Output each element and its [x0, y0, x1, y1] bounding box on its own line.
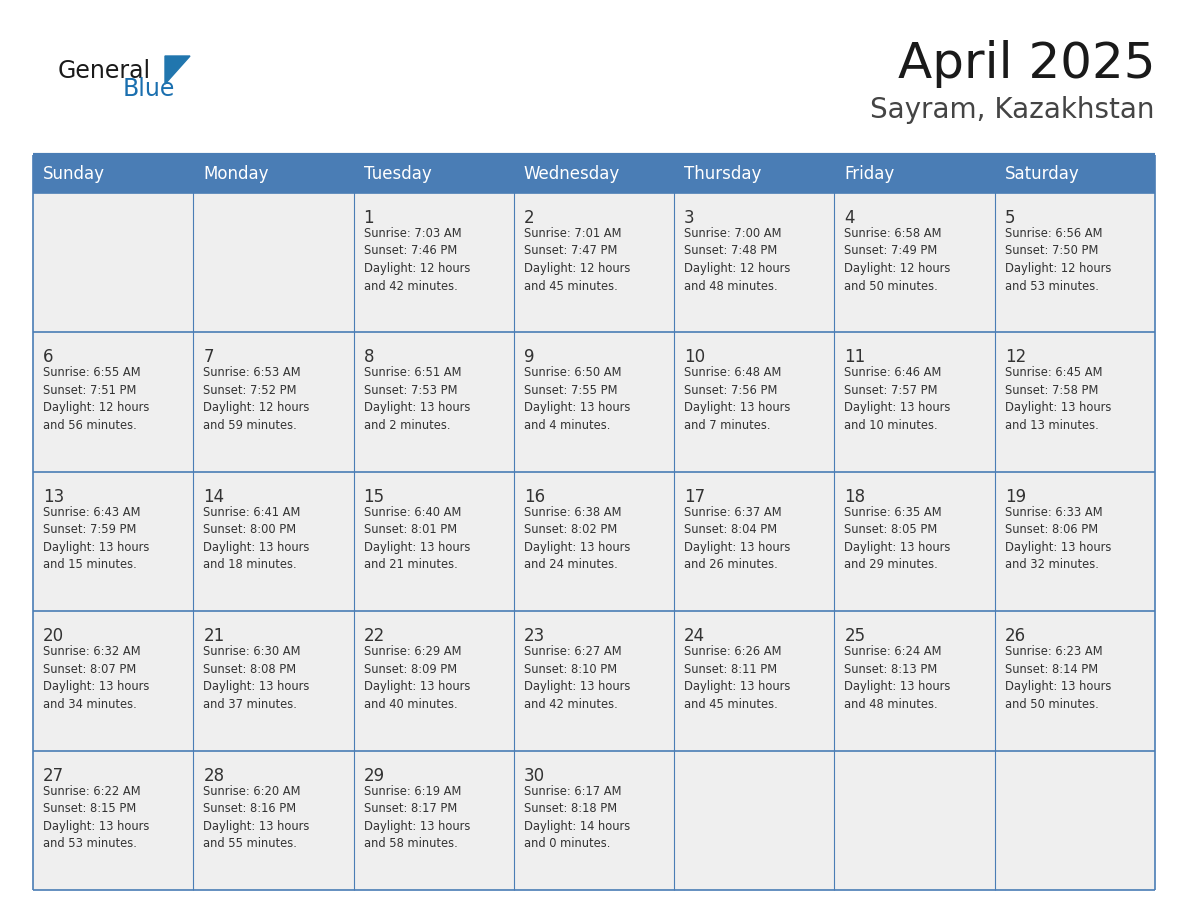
Text: Sunrise: 6:24 AM
Sunset: 8:13 PM
Daylight: 13 hours
and 48 minutes.: Sunrise: 6:24 AM Sunset: 8:13 PM Dayligh…	[845, 645, 950, 711]
Text: Sunrise: 7:03 AM
Sunset: 7:46 PM
Daylight: 12 hours
and 42 minutes.: Sunrise: 7:03 AM Sunset: 7:46 PM Dayligh…	[364, 227, 470, 293]
Text: Sunrise: 6:38 AM
Sunset: 8:02 PM
Daylight: 13 hours
and 24 minutes.: Sunrise: 6:38 AM Sunset: 8:02 PM Dayligh…	[524, 506, 630, 571]
Text: 5: 5	[1005, 209, 1016, 227]
Text: 4: 4	[845, 209, 855, 227]
Text: 26: 26	[1005, 627, 1026, 645]
Text: Monday: Monday	[203, 165, 268, 183]
Text: 15: 15	[364, 487, 385, 506]
Text: General: General	[58, 59, 151, 83]
Text: Sunrise: 6:37 AM
Sunset: 8:04 PM
Daylight: 13 hours
and 26 minutes.: Sunrise: 6:37 AM Sunset: 8:04 PM Dayligh…	[684, 506, 790, 571]
Text: Sunrise: 6:35 AM
Sunset: 8:05 PM
Daylight: 13 hours
and 29 minutes.: Sunrise: 6:35 AM Sunset: 8:05 PM Dayligh…	[845, 506, 950, 571]
Text: 20: 20	[43, 627, 64, 645]
Text: Sunrise: 6:53 AM
Sunset: 7:52 PM
Daylight: 12 hours
and 59 minutes.: Sunrise: 6:53 AM Sunset: 7:52 PM Dayligh…	[203, 366, 310, 431]
Text: Blue: Blue	[124, 77, 176, 101]
Text: 14: 14	[203, 487, 225, 506]
Text: Sunrise: 6:20 AM
Sunset: 8:16 PM
Daylight: 13 hours
and 55 minutes.: Sunrise: 6:20 AM Sunset: 8:16 PM Dayligh…	[203, 785, 310, 850]
Text: 22: 22	[364, 627, 385, 645]
Text: Sunrise: 6:43 AM
Sunset: 7:59 PM
Daylight: 13 hours
and 15 minutes.: Sunrise: 6:43 AM Sunset: 7:59 PM Dayligh…	[43, 506, 150, 571]
Bar	[33, 155, 1155, 193]
Text: Saturday: Saturday	[1005, 165, 1080, 183]
Text: 23: 23	[524, 627, 545, 645]
Text: Sunrise: 6:29 AM
Sunset: 8:09 PM
Daylight: 13 hours
and 40 minutes.: Sunrise: 6:29 AM Sunset: 8:09 PM Dayligh…	[364, 645, 470, 711]
Text: 29: 29	[364, 767, 385, 785]
Text: Sunrise: 6:46 AM
Sunset: 7:57 PM
Daylight: 13 hours
and 10 minutes.: Sunrise: 6:46 AM Sunset: 7:57 PM Dayligh…	[845, 366, 950, 431]
Text: Sunrise: 6:23 AM
Sunset: 8:14 PM
Daylight: 13 hours
and 50 minutes.: Sunrise: 6:23 AM Sunset: 8:14 PM Dayligh…	[1005, 645, 1111, 711]
Text: Sunrise: 7:00 AM
Sunset: 7:48 PM
Daylight: 12 hours
and 48 minutes.: Sunrise: 7:00 AM Sunset: 7:48 PM Dayligh…	[684, 227, 790, 293]
Text: Sunday: Sunday	[43, 165, 105, 183]
Text: Sunrise: 6:56 AM
Sunset: 7:50 PM
Daylight: 12 hours
and 53 minutes.: Sunrise: 6:56 AM Sunset: 7:50 PM Dayligh…	[1005, 227, 1111, 293]
Text: Sunrise: 6:27 AM
Sunset: 8:10 PM
Daylight: 13 hours
and 42 minutes.: Sunrise: 6:27 AM Sunset: 8:10 PM Dayligh…	[524, 645, 630, 711]
Bar	[33, 472, 1155, 611]
Text: 6: 6	[43, 349, 53, 366]
Text: 28: 28	[203, 767, 225, 785]
Text: 21: 21	[203, 627, 225, 645]
Text: 17: 17	[684, 487, 706, 506]
Text: 7: 7	[203, 349, 214, 366]
Text: 2: 2	[524, 209, 535, 227]
Text: Sunrise: 6:26 AM
Sunset: 8:11 PM
Daylight: 13 hours
and 45 minutes.: Sunrise: 6:26 AM Sunset: 8:11 PM Dayligh…	[684, 645, 790, 711]
Text: 16: 16	[524, 487, 545, 506]
Text: 11: 11	[845, 349, 866, 366]
Text: Sunrise: 6:33 AM
Sunset: 8:06 PM
Daylight: 13 hours
and 32 minutes.: Sunrise: 6:33 AM Sunset: 8:06 PM Dayligh…	[1005, 506, 1111, 571]
Text: 27: 27	[43, 767, 64, 785]
Text: Sunrise: 6:48 AM
Sunset: 7:56 PM
Daylight: 13 hours
and 7 minutes.: Sunrise: 6:48 AM Sunset: 7:56 PM Dayligh…	[684, 366, 790, 431]
Text: Sunrise: 6:51 AM
Sunset: 7:53 PM
Daylight: 13 hours
and 2 minutes.: Sunrise: 6:51 AM Sunset: 7:53 PM Dayligh…	[364, 366, 470, 431]
Text: 13: 13	[43, 487, 64, 506]
Polygon shape	[165, 56, 190, 84]
Text: 12: 12	[1005, 349, 1026, 366]
Text: Sunrise: 6:41 AM
Sunset: 8:00 PM
Daylight: 13 hours
and 18 minutes.: Sunrise: 6:41 AM Sunset: 8:00 PM Dayligh…	[203, 506, 310, 571]
Text: 19: 19	[1005, 487, 1026, 506]
Text: Thursday: Thursday	[684, 165, 762, 183]
Text: 24: 24	[684, 627, 706, 645]
Text: 30: 30	[524, 767, 545, 785]
Text: Sunrise: 6:19 AM
Sunset: 8:17 PM
Daylight: 13 hours
and 58 minutes.: Sunrise: 6:19 AM Sunset: 8:17 PM Dayligh…	[364, 785, 470, 850]
Bar	[33, 611, 1155, 751]
Text: 18: 18	[845, 487, 866, 506]
Text: April 2025: April 2025	[897, 40, 1155, 88]
Text: Sunrise: 6:50 AM
Sunset: 7:55 PM
Daylight: 13 hours
and 4 minutes.: Sunrise: 6:50 AM Sunset: 7:55 PM Dayligh…	[524, 366, 630, 431]
Text: 10: 10	[684, 349, 706, 366]
Text: Sunrise: 6:22 AM
Sunset: 8:15 PM
Daylight: 13 hours
and 53 minutes.: Sunrise: 6:22 AM Sunset: 8:15 PM Dayligh…	[43, 785, 150, 850]
Text: Sunrise: 6:58 AM
Sunset: 7:49 PM
Daylight: 12 hours
and 50 minutes.: Sunrise: 6:58 AM Sunset: 7:49 PM Dayligh…	[845, 227, 950, 293]
Text: Sunrise: 7:01 AM
Sunset: 7:47 PM
Daylight: 12 hours
and 45 minutes.: Sunrise: 7:01 AM Sunset: 7:47 PM Dayligh…	[524, 227, 630, 293]
Text: Sunrise: 6:32 AM
Sunset: 8:07 PM
Daylight: 13 hours
and 34 minutes.: Sunrise: 6:32 AM Sunset: 8:07 PM Dayligh…	[43, 645, 150, 711]
Text: 1: 1	[364, 209, 374, 227]
Text: 25: 25	[845, 627, 866, 645]
Bar	[33, 332, 1155, 472]
Text: Sayram, Kazakhstan: Sayram, Kazakhstan	[871, 96, 1155, 124]
Text: Sunrise: 6:17 AM
Sunset: 8:18 PM
Daylight: 14 hours
and 0 minutes.: Sunrise: 6:17 AM Sunset: 8:18 PM Dayligh…	[524, 785, 630, 850]
Text: 9: 9	[524, 349, 535, 366]
Text: Sunrise: 6:45 AM
Sunset: 7:58 PM
Daylight: 13 hours
and 13 minutes.: Sunrise: 6:45 AM Sunset: 7:58 PM Dayligh…	[1005, 366, 1111, 431]
Text: Tuesday: Tuesday	[364, 165, 431, 183]
Text: Sunrise: 6:30 AM
Sunset: 8:08 PM
Daylight: 13 hours
and 37 minutes.: Sunrise: 6:30 AM Sunset: 8:08 PM Dayligh…	[203, 645, 310, 711]
Text: Sunrise: 6:55 AM
Sunset: 7:51 PM
Daylight: 12 hours
and 56 minutes.: Sunrise: 6:55 AM Sunset: 7:51 PM Dayligh…	[43, 366, 150, 431]
Bar	[33, 193, 1155, 332]
Text: Wednesday: Wednesday	[524, 165, 620, 183]
Bar	[33, 751, 1155, 890]
Text: Sunrise: 6:40 AM
Sunset: 8:01 PM
Daylight: 13 hours
and 21 minutes.: Sunrise: 6:40 AM Sunset: 8:01 PM Dayligh…	[364, 506, 470, 571]
Text: 3: 3	[684, 209, 695, 227]
Text: Friday: Friday	[845, 165, 895, 183]
Text: 8: 8	[364, 349, 374, 366]
